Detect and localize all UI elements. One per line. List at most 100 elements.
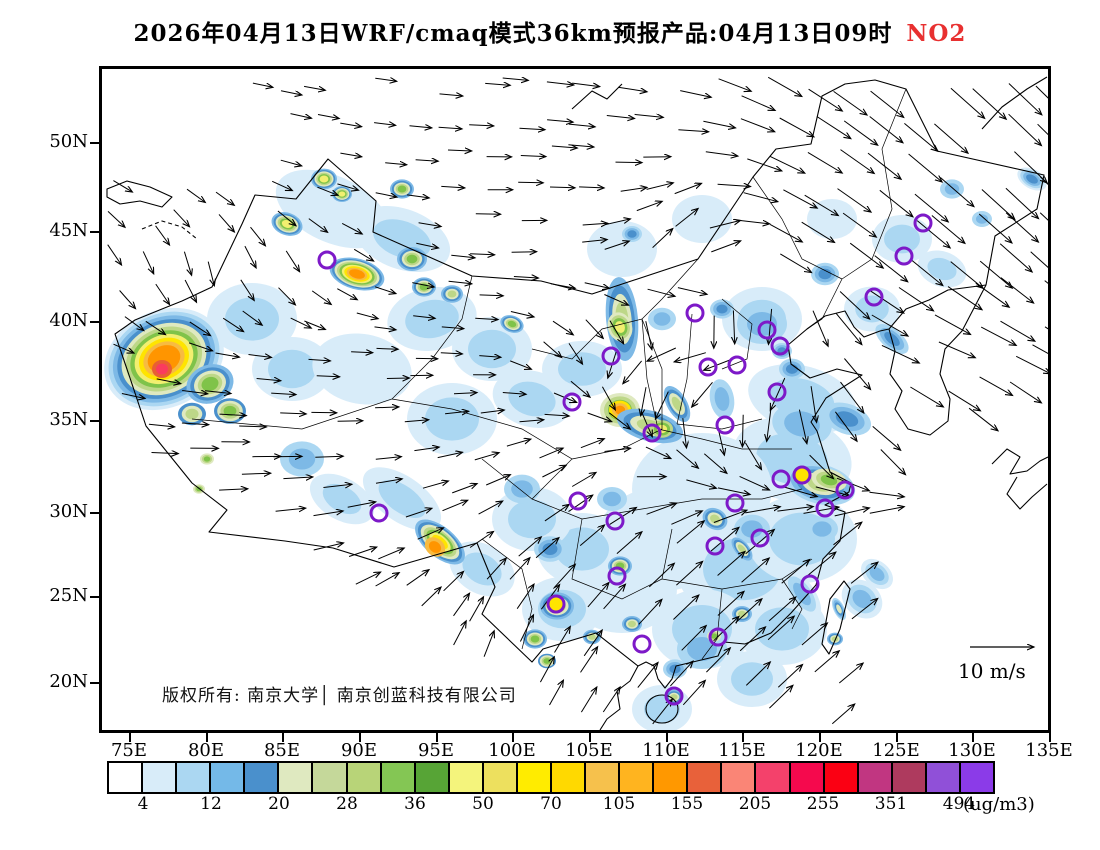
city-marker — [771, 469, 791, 489]
city-marker — [725, 493, 745, 513]
colorbar-segment — [892, 763, 927, 792]
lat-label: 45N — [49, 220, 88, 241]
colorbar-segment — [415, 763, 450, 792]
map-panel: 版权所有: 南京大学│ 南京创蓝科技有限公司 10 m/s — [99, 66, 1051, 733]
colorbar-tick-label: 4 — [137, 794, 149, 814]
city-marker — [568, 491, 588, 511]
city-markers — [317, 213, 933, 706]
colorbar-segment — [279, 763, 314, 792]
lon-label: 120E — [795, 740, 843, 761]
lon-label: 90E — [340, 740, 378, 761]
city-marker — [607, 566, 627, 586]
lon-label: 105E — [565, 740, 613, 761]
colorbar-tick-label: 28 — [336, 794, 358, 814]
city-marker — [894, 246, 914, 266]
colorbar-segment — [722, 763, 757, 792]
lon-tick — [282, 733, 284, 742]
lon-label: 125E — [872, 740, 920, 761]
lon-tick — [129, 733, 131, 742]
colorbar-segment — [177, 763, 212, 792]
lon-label: 80E — [187, 740, 225, 761]
city-marker — [698, 357, 718, 377]
lon-label: 85E — [263, 740, 301, 761]
lon-tick — [742, 733, 744, 742]
colorbar-segment — [960, 763, 994, 792]
lat-label: 20N — [49, 671, 88, 692]
city-marker — [715, 415, 735, 435]
lon-tick — [206, 733, 208, 742]
city-marker — [800, 574, 820, 594]
city-marker — [750, 528, 770, 548]
lat-label: 30N — [49, 501, 88, 522]
lat-tick — [90, 142, 99, 144]
colorbar-segment — [211, 763, 246, 792]
colorbar-segment — [688, 763, 723, 792]
colorbar-segment — [858, 763, 893, 792]
colorbar-tick-label: 494 — [942, 794, 976, 814]
lat-tick — [90, 231, 99, 233]
city-marker — [562, 392, 582, 412]
lat-tick — [90, 420, 99, 422]
colorbar-tick-label: 255 — [806, 794, 840, 814]
city-marker — [369, 503, 389, 523]
title-text: 2026年04月13日WRF/cmaq模式36km预报产品:04月13日09时 — [133, 20, 893, 47]
page-title: 2026年04月13日WRF/cmaq模式36km预报产品:04月13日09时 N… — [0, 14, 1100, 48]
lon-tick — [819, 733, 821, 742]
lon-tick — [896, 733, 898, 742]
lon-tick — [972, 733, 974, 742]
city-marker — [601, 346, 621, 366]
city-marker — [770, 336, 790, 356]
lon-tick — [436, 733, 438, 742]
city-marker — [705, 536, 725, 556]
lat-label: 40N — [49, 310, 88, 331]
lat-label: 25N — [49, 585, 88, 606]
city-marker — [642, 423, 662, 443]
map-canvas — [104, 76, 1048, 730]
colorbar-segment — [756, 763, 791, 792]
city-marker — [757, 320, 777, 340]
city-marker — [664, 686, 684, 706]
city-marker — [708, 627, 728, 647]
colorbar-segment — [552, 763, 587, 792]
colorbar — [107, 761, 995, 794]
city-marker — [767, 382, 787, 402]
colorbar-segment — [483, 763, 518, 792]
lat-label: 50N — [49, 131, 88, 152]
city-marker — [605, 511, 625, 531]
copyright-text: 版权所有: 南京大学│ 南京创蓝科技有限公司 — [162, 686, 517, 706]
city-marker — [913, 213, 933, 233]
colorbar-tick-label: 70 — [540, 794, 562, 814]
colorbar-segment — [347, 763, 382, 792]
lon-label: 75E — [110, 740, 148, 761]
lon-label: 135E — [1025, 740, 1073, 761]
city-marker — [317, 250, 337, 270]
colorbar-tick-label: 50 — [472, 794, 494, 814]
lat-tick — [90, 682, 99, 684]
city-marker-filled — [546, 594, 566, 614]
lon-tick — [512, 733, 514, 742]
city-marker — [864, 287, 884, 307]
colorbar-segment — [824, 763, 859, 792]
wind-legend-label: 10 m/s — [958, 659, 1026, 683]
lon-tick — [359, 733, 361, 742]
colorbar-segment — [926, 763, 961, 792]
colorbar-segment — [654, 763, 689, 792]
colorbar-unit: (ug/m3) — [963, 794, 1035, 815]
city-marker — [815, 498, 835, 518]
lat-label: 35N — [49, 409, 88, 430]
colorbar-segment — [517, 763, 553, 792]
lon-label: 115E — [718, 740, 766, 761]
wind-vectors — [107, 77, 1048, 725]
lat-tick — [90, 321, 99, 323]
title-species: NO2 — [906, 20, 967, 47]
lon-tick — [589, 733, 591, 742]
colorbar-tick-label: 36 — [404, 794, 426, 814]
lon-tick — [1049, 733, 1051, 742]
colorbar-segment — [143, 763, 178, 792]
city-marker — [835, 480, 855, 500]
city-marker — [727, 355, 747, 375]
colorbar-tick-label: 105 — [602, 794, 636, 814]
city-marker-filled — [792, 465, 812, 485]
colorbar-segment — [245, 763, 280, 792]
colorbar-segment — [449, 763, 484, 792]
